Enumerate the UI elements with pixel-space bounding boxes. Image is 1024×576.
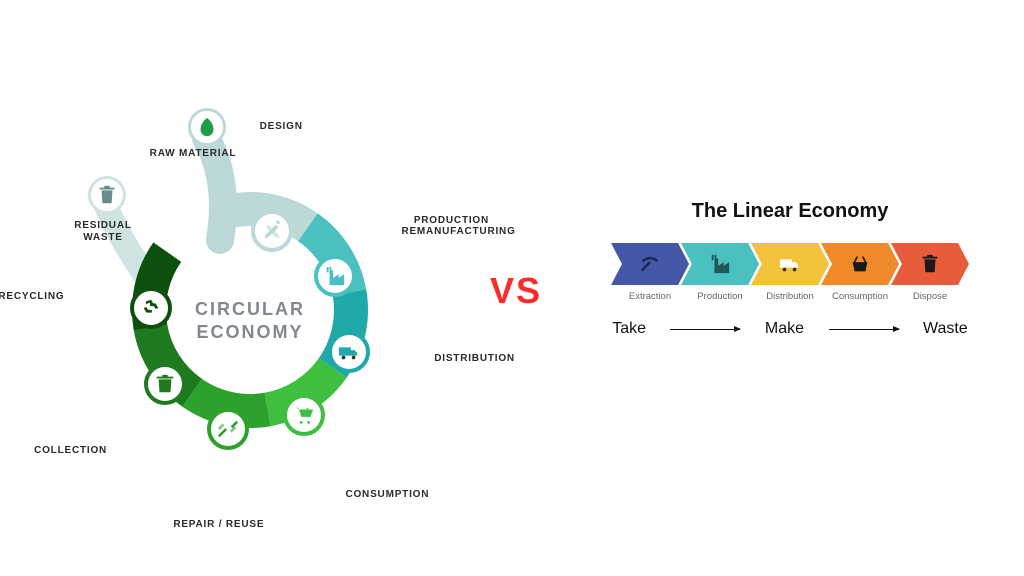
circular-title: CIRCULAR ECONOMY <box>185 298 315 343</box>
chevron-distribution <box>751 243 829 285</box>
vs-label: VS <box>490 270 542 312</box>
segment-label: REPAIR / REUSE <box>169 519 269 531</box>
linear-economy-diagram: The Linear Economy ExtractionProductionD… <box>580 200 1000 338</box>
arrow-icon <box>829 329 899 330</box>
chevron-label: Extraction <box>611 291 689 302</box>
chevron-label: Production <box>681 291 759 302</box>
take-make-waste-row: Take Make Waste <box>580 320 1000 338</box>
factory-icon <box>314 255 356 297</box>
chevron-label: Consumption <box>821 291 899 302</box>
chevron-label: Distribution <box>751 291 829 302</box>
segment-label: CONSUMPTION <box>337 489 437 501</box>
tools-icon <box>207 408 249 450</box>
trash-icon <box>88 176 126 214</box>
circular-economy-diagram: CIRCULAR ECONOMY DESIGNPRODUCTION REMANU… <box>40 50 460 530</box>
summary-waste: Waste <box>923 320 968 338</box>
segment-label: RECYCLING <box>0 291 81 303</box>
arrow-icon <box>670 329 740 330</box>
chevron-labels: ExtractionProductionDistributionConsumpt… <box>580 285 1000 302</box>
chevron-consumption <box>821 243 899 285</box>
chevron-dispose <box>891 243 969 285</box>
infographic-root: CIRCULAR ECONOMY DESIGN PRODUCTION REMANU… <box>0 0 1024 576</box>
chevron-production <box>681 243 759 285</box>
svg-text:$: $ <box>306 407 310 414</box>
segment-label: DESIGN <box>231 121 331 133</box>
chevron-extraction <box>611 243 689 285</box>
segment-label: PRODUCTION REMANUFACTURING <box>401 215 501 238</box>
linear-title: The Linear Economy <box>580 200 1000 223</box>
leaf-icon <box>188 108 226 146</box>
summary-make: Make <box>765 320 804 338</box>
summary-take: Take <box>612 320 646 338</box>
pencils-icon <box>251 210 293 252</box>
chevron-label: Dispose <box>891 291 969 302</box>
bin-icon <box>144 363 186 405</box>
offshoot-label: RAW MATERIAL <box>148 148 238 160</box>
chevron-row <box>580 243 1000 285</box>
segment-label: COLLECTION <box>21 445 121 457</box>
truck-icon <box>328 331 370 373</box>
offshoot-label: RESIDUAL WASTE <box>58 220 148 243</box>
segment-label: DISTRIBUTION <box>425 353 525 365</box>
